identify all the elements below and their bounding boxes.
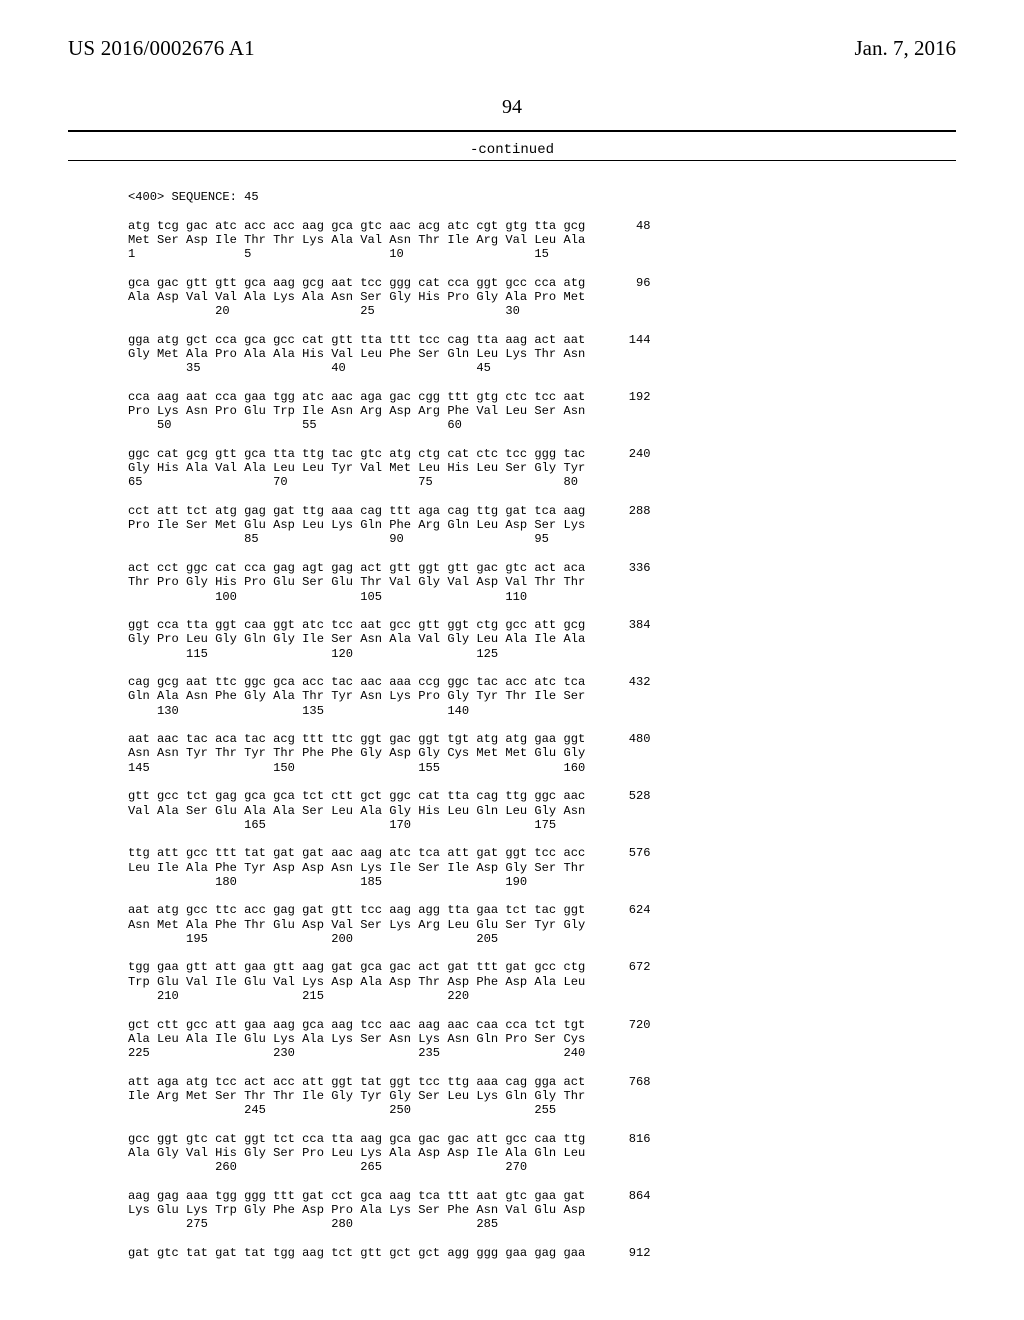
header-date: Jan. 7, 2016 xyxy=(855,36,957,61)
page-number: 94 xyxy=(0,96,1024,119)
rule-top xyxy=(68,130,956,132)
header-publication-number: US 2016/0002676 A1 xyxy=(68,36,255,61)
rule-mid xyxy=(68,160,956,161)
sequence-listing: <400> SEQUENCE: 45 atg tcg gac atc acc a… xyxy=(128,190,956,1260)
continued-label: -continued xyxy=(0,142,1024,158)
page: US 2016/0002676 A1 Jan. 7, 2016 94 -cont… xyxy=(0,0,1024,1320)
